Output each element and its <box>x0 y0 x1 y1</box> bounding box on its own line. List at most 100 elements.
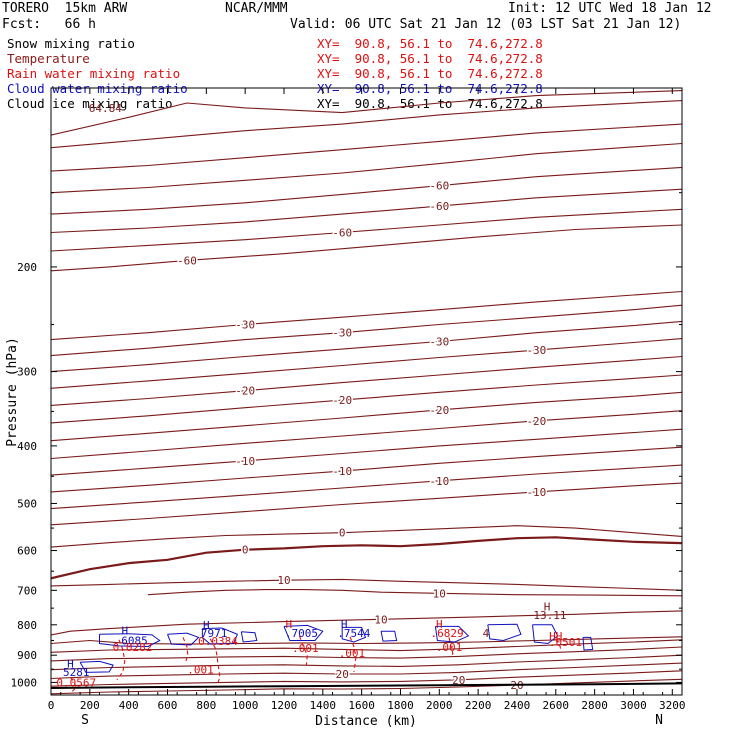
x-tick-label: 3000 <box>620 699 647 712</box>
chart-annotation: .7005 <box>285 627 318 640</box>
forecast-hour: Fcst: 66 h <box>2 17 96 32</box>
temperature-contour-label: -30 <box>429 336 449 349</box>
terrain-line <box>51 682 682 689</box>
chart-annotation: .001 <box>187 664 214 677</box>
temperature-contour-label: 10 <box>277 574 290 587</box>
temperature-contour <box>51 678 682 695</box>
y-tick-label: 1000 <box>11 676 38 689</box>
model-title: TORERO 15km ARW <box>2 1 128 16</box>
y-tick-label: 900 <box>17 649 37 662</box>
chart-annotation: H <box>436 618 443 631</box>
y-tick-label: 800 <box>17 619 37 632</box>
temperature-contour <box>51 224 682 272</box>
legend-snow-label: Snow mixing ratio <box>7 36 135 51</box>
x-tick-label: 600 <box>158 699 178 712</box>
temperature-contour-label: -60 <box>332 226 352 239</box>
plot-frame <box>50 87 683 696</box>
x-tick-label: 1800 <box>387 699 414 712</box>
temperature-contour-label: -30 <box>332 327 352 340</box>
x-tick-label: 1200 <box>271 699 298 712</box>
temperature-contour <box>51 536 682 580</box>
temperature-contour <box>51 662 682 680</box>
chart-annotation: 5281 <box>63 666 90 679</box>
chart-annotation: 0.0282 <box>113 641 153 654</box>
x-tick-label: 2600 <box>543 699 570 712</box>
x-tick-label: 2000 <box>426 699 453 712</box>
temperature-contour-label: 0 <box>242 544 249 557</box>
x-tick-label: 200 <box>80 699 100 712</box>
x-tick-label: 2800 <box>581 699 608 712</box>
cloud-water-contour <box>167 632 200 646</box>
legend-cloud-ice-xs: XY= 90.8, 56.1 to 74.6,272.8 <box>317 96 543 111</box>
rain-contour <box>69 676 77 692</box>
temperature-contour-label: -60 <box>177 254 197 267</box>
temperature-contour-label: 20 <box>336 668 349 681</box>
legend-temperature-xs: XY= 90.8, 56.1 to 74.6,272.8 <box>317 51 543 66</box>
x-tick-label: 2400 <box>504 699 531 712</box>
y-tick-label: 500 <box>17 497 37 510</box>
temperature-contour-label: -20 <box>235 385 255 398</box>
cloud-water-contour <box>434 625 470 643</box>
temperature-contour-label: -30 <box>235 319 255 332</box>
temperature-contour <box>51 639 682 653</box>
y-tick-label: 200 <box>17 261 37 274</box>
chart-annotation: H <box>286 618 293 631</box>
x-tick-label: 800 <box>196 699 216 712</box>
x-tick-label: 2200 <box>465 699 492 712</box>
temperature-contour <box>51 166 682 215</box>
temperature-contour-label: -60 <box>429 180 449 193</box>
temperature-contour <box>51 428 682 476</box>
temperature-contour-label: -10 <box>429 475 449 488</box>
temperature-contour <box>51 208 682 252</box>
temperature-contour <box>148 589 682 597</box>
temperature-contour <box>51 654 682 671</box>
cloud-water-contour <box>99 633 161 648</box>
temperature-contour <box>51 374 682 424</box>
chart-annotation: H <box>203 619 210 632</box>
x-tick-label: 400 <box>119 699 139 712</box>
temperature-contour <box>51 446 682 493</box>
valid-time: Valid: 06 UTC Sat 21 Jan 12 (03 LST Sat … <box>290 17 682 32</box>
chart-annotation: H <box>67 658 74 671</box>
chart-annotation: H <box>341 618 348 631</box>
rain-contour <box>298 635 308 666</box>
temperature-contour-label: -10 <box>526 486 546 499</box>
temperature-contour <box>51 410 682 460</box>
rain-contour <box>182 637 189 662</box>
rain-contour <box>209 638 221 683</box>
temperature-contour <box>51 320 682 373</box>
temperature-contour <box>51 338 682 389</box>
temperature-contour <box>51 290 682 341</box>
cloud-water-contour <box>532 624 559 645</box>
cloud-water-contour <box>201 627 239 645</box>
temperature-contour-label: -10 <box>235 455 255 468</box>
temperature-contour-label: -20 <box>429 404 449 417</box>
chart-annotation: 6085 <box>121 634 148 647</box>
temperature-contour-label: -60 <box>429 200 449 213</box>
rain-contour <box>349 636 357 672</box>
temperature-contour <box>51 464 682 510</box>
cloud-water-contour <box>341 626 367 643</box>
temperature-contour <box>51 90 682 136</box>
chart-annotation: 0.0384 <box>198 635 238 648</box>
temperature-contour <box>51 578 682 591</box>
chart-annotation: .7544 <box>337 627 370 640</box>
x-tick-label: 1400 <box>310 699 337 712</box>
chart-annotation: 13.11 <box>533 609 566 622</box>
chart-annotation: H <box>121 625 128 638</box>
temperature-contour <box>51 142 682 194</box>
init-time: Init: 12 UTC Wed 18 Jan 12 <box>508 1 712 16</box>
y-tick-label: 300 <box>17 366 37 379</box>
plot-layer: -60 -60 -60 -60 -30 -30 -30 -30 -20 -20 -20 -20 -10 -… <box>51 90 682 695</box>
y-tick-label: 700 <box>17 584 37 597</box>
y-tick-label: 600 <box>17 545 37 558</box>
temperature-contour <box>51 304 682 357</box>
cloud-water-contour <box>380 630 398 642</box>
chart-annotation: .001 <box>292 642 319 655</box>
temperature-contour <box>51 610 682 636</box>
temperature-contour-label: -10 <box>332 465 352 478</box>
x-tick-label: 1000 <box>232 699 259 712</box>
legend-rain-label: Rain water mixing ratio <box>7 66 181 81</box>
chart-annotation: 4 <box>483 627 490 640</box>
